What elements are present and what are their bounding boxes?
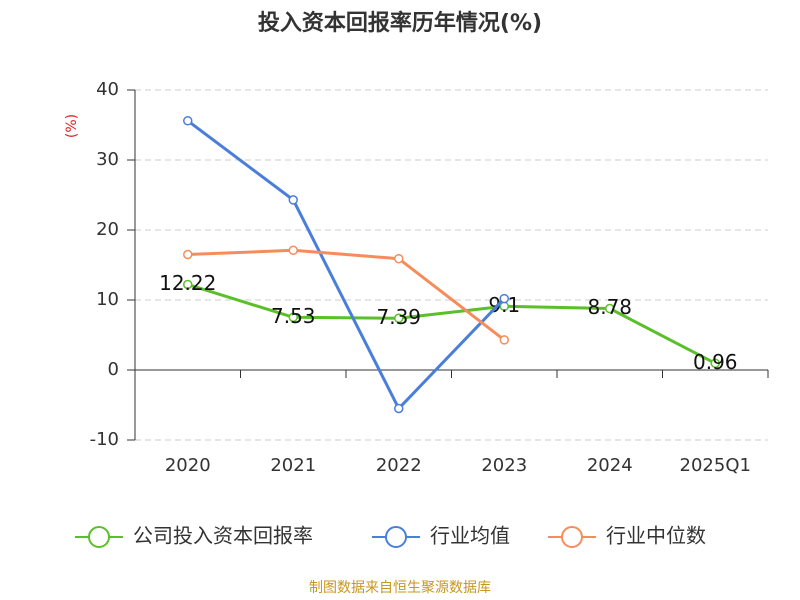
y-tick-label: 40 bbox=[96, 79, 119, 100]
point bbox=[288, 245, 298, 256]
chart-title: 投入资本回报率历年情况(%) bbox=[258, 10, 542, 36]
point bbox=[183, 249, 193, 260]
y-tick-label: 0 bbox=[108, 359, 119, 380]
point bbox=[183, 279, 193, 290]
legend-marker bbox=[561, 526, 583, 548]
y-tick-label: -10 bbox=[90, 429, 119, 450]
legend-label: 行业均值 bbox=[430, 524, 510, 548]
legend-label: 公司投入资本回报率 bbox=[133, 524, 313, 548]
legend-label: 行业中位数 bbox=[606, 524, 706, 548]
x-tick-label: 2025Q1 bbox=[680, 455, 751, 476]
data-label: 8.78 bbox=[587, 295, 632, 319]
y-tick-label: 10 bbox=[96, 289, 119, 310]
legend-marker bbox=[88, 526, 110, 548]
x-tick-label: 2023 bbox=[481, 455, 527, 476]
point bbox=[288, 195, 298, 205]
point bbox=[499, 293, 509, 304]
point bbox=[499, 335, 509, 345]
x-tick-label: 2020 bbox=[165, 455, 211, 476]
x-tick-label: 2022 bbox=[376, 455, 422, 476]
series-line bbox=[187, 248, 506, 342]
series-line bbox=[187, 283, 716, 365]
point bbox=[605, 303, 615, 314]
data-label: 0.96 bbox=[693, 350, 738, 374]
point bbox=[394, 403, 404, 414]
x-tick-label: 2024 bbox=[587, 455, 633, 476]
data-label: 12.22 bbox=[159, 271, 216, 295]
y-tick-label: 30 bbox=[96, 149, 119, 170]
series-line bbox=[186, 119, 506, 412]
point bbox=[288, 312, 298, 323]
source-note: 制图数据来自恒生聚源数据库 bbox=[309, 580, 491, 596]
data-label: 7.39 bbox=[376, 305, 421, 329]
data-label: 7.53 bbox=[271, 304, 316, 328]
y-axis-label: (%) bbox=[64, 114, 80, 138]
legend-marker bbox=[385, 526, 407, 548]
point bbox=[394, 313, 404, 324]
y-tick-label: 20 bbox=[96, 219, 119, 240]
point bbox=[710, 358, 720, 369]
x-tick-label: 2021 bbox=[270, 455, 316, 476]
point bbox=[394, 253, 404, 264]
point bbox=[183, 116, 193, 126]
